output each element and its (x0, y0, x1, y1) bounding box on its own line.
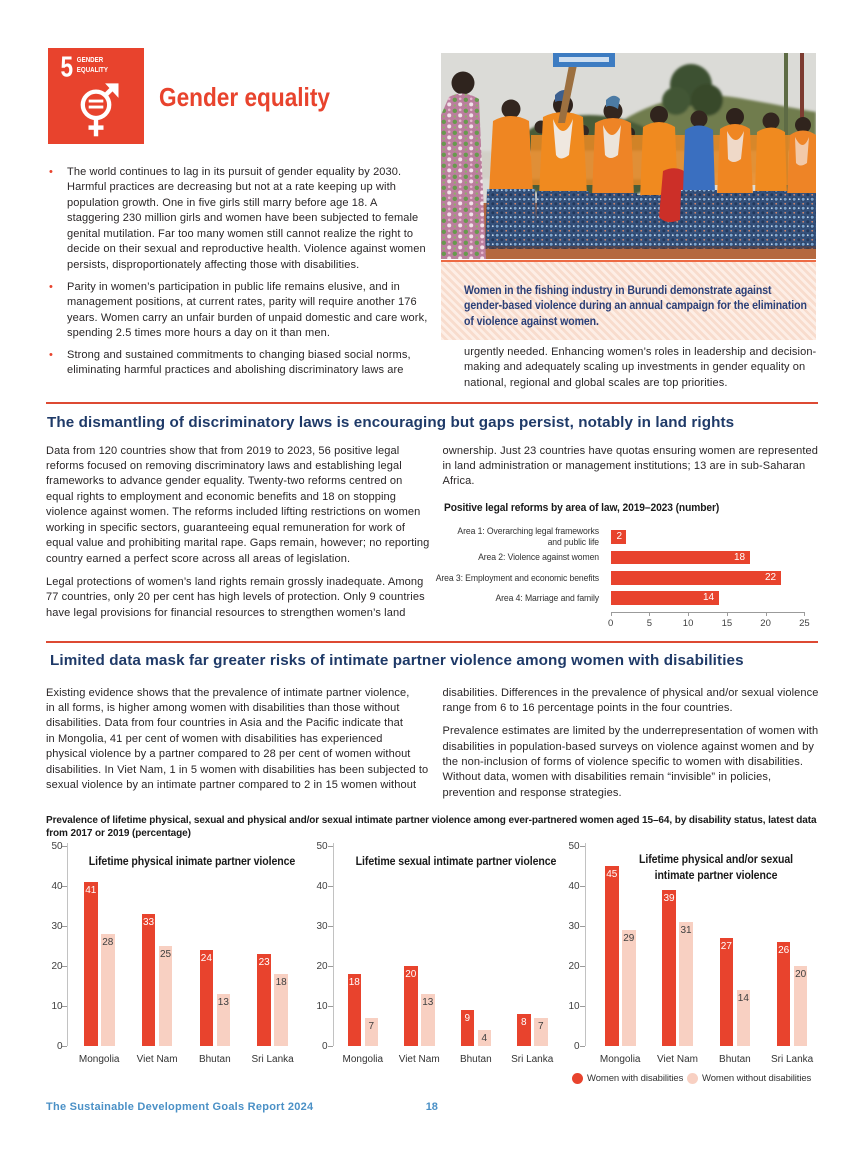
svg-text:GENDER: GENDER (76, 57, 102, 65)
svg-text:5: 5 (60, 50, 73, 83)
svg-text:EQUALITY: EQUALITY (76, 67, 107, 75)
